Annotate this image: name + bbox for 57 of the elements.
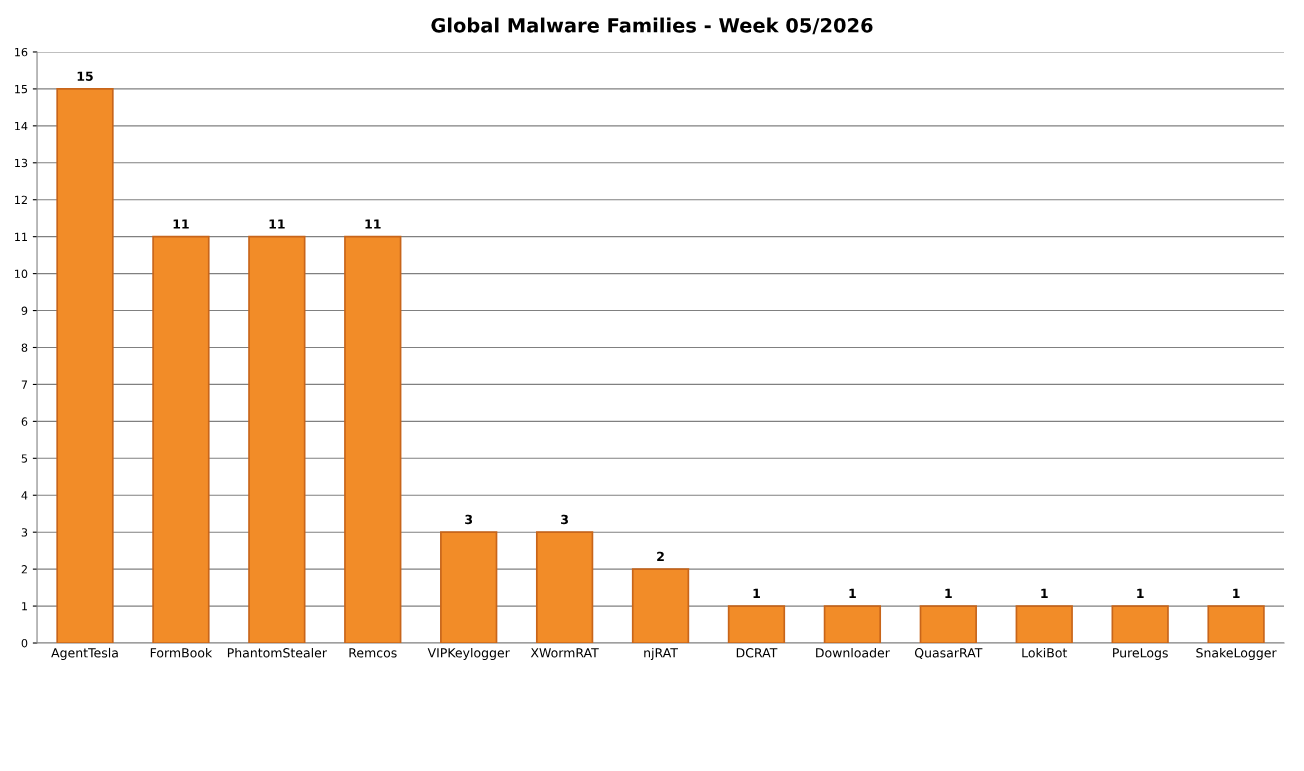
x-tick-label: VIPKeylogger — [427, 647, 510, 660]
x-tick-label: XWormRAT — [530, 648, 599, 658]
y-tick-label: 7 — [21, 380, 28, 389]
y-tick-label: 10 — [15, 269, 28, 278]
y-tick-label: 1 — [22, 602, 27, 611]
x-tick-label: njRAT — [644, 647, 678, 660]
x-tick-label: LokiBot — [1022, 647, 1068, 658]
x-tick-label: PhantomStealer — [227, 647, 327, 658]
y-tick-label: 14 — [15, 121, 28, 131]
data-label: 1 — [753, 588, 760, 598]
y-tick-label: 3 — [21, 528, 28, 537]
x-tick-label: SnakeLogger — [1196, 647, 1277, 660]
chart-title: Global Malware Families - Week 05/2026 — [431, 17, 873, 35]
bar — [631, 568, 690, 644]
x-tick-label: AgentTesla — [51, 647, 118, 660]
bar — [1111, 605, 1169, 644]
data-label: 1 — [1137, 588, 1144, 598]
bar — [1207, 605, 1265, 644]
x-tick-label: DCRAT — [736, 648, 778, 658]
bar — [248, 235, 306, 644]
y-tick-label: 16 — [15, 47, 28, 57]
bar — [56, 88, 114, 644]
data-label: 2 — [657, 551, 664, 561]
data-label: 1 — [849, 588, 856, 598]
bar — [823, 605, 882, 644]
y-tick-label: 8 — [21, 343, 28, 352]
data-label: 11 — [173, 219, 189, 229]
x-tick-label: QuasarRAT — [914, 648, 983, 659]
y-tick-label: 6 — [21, 417, 28, 426]
y-tick-label: 2 — [21, 565, 27, 574]
bar — [919, 605, 977, 644]
data-label: 1 — [1233, 588, 1240, 598]
y-tick-label: 4 — [21, 491, 28, 500]
data-label: 1 — [1041, 588, 1048, 598]
x-tick-label: FormBook — [150, 647, 213, 658]
y-tick-label: 12 — [15, 195, 27, 204]
bar — [535, 531, 594, 644]
x-tick-label: Remcos — [349, 648, 397, 658]
y-tick-label: 5 — [21, 454, 28, 463]
data-label: 3 — [465, 514, 473, 525]
data-label: 1 — [945, 588, 952, 598]
y-tick-label: 11 — [15, 232, 27, 241]
data-label: 11 — [365, 219, 381, 229]
bar — [440, 531, 498, 644]
y-tick-label: 0 — [21, 638, 28, 648]
bar — [727, 605, 786, 644]
y-tick-label: 15 — [15, 85, 28, 94]
bar — [1015, 605, 1073, 644]
data-label: 3 — [561, 514, 568, 525]
bar — [344, 235, 402, 644]
x-tick-label: PureLogs — [1113, 648, 1168, 660]
bar — [152, 235, 210, 644]
y-tick-label: 13 — [15, 158, 28, 168]
x-tick-label: Downloader — [816, 647, 890, 658]
y-tick-label: 9 — [21, 306, 28, 315]
data-label: 11 — [269, 219, 285, 229]
data-label: 15 — [77, 71, 93, 81]
